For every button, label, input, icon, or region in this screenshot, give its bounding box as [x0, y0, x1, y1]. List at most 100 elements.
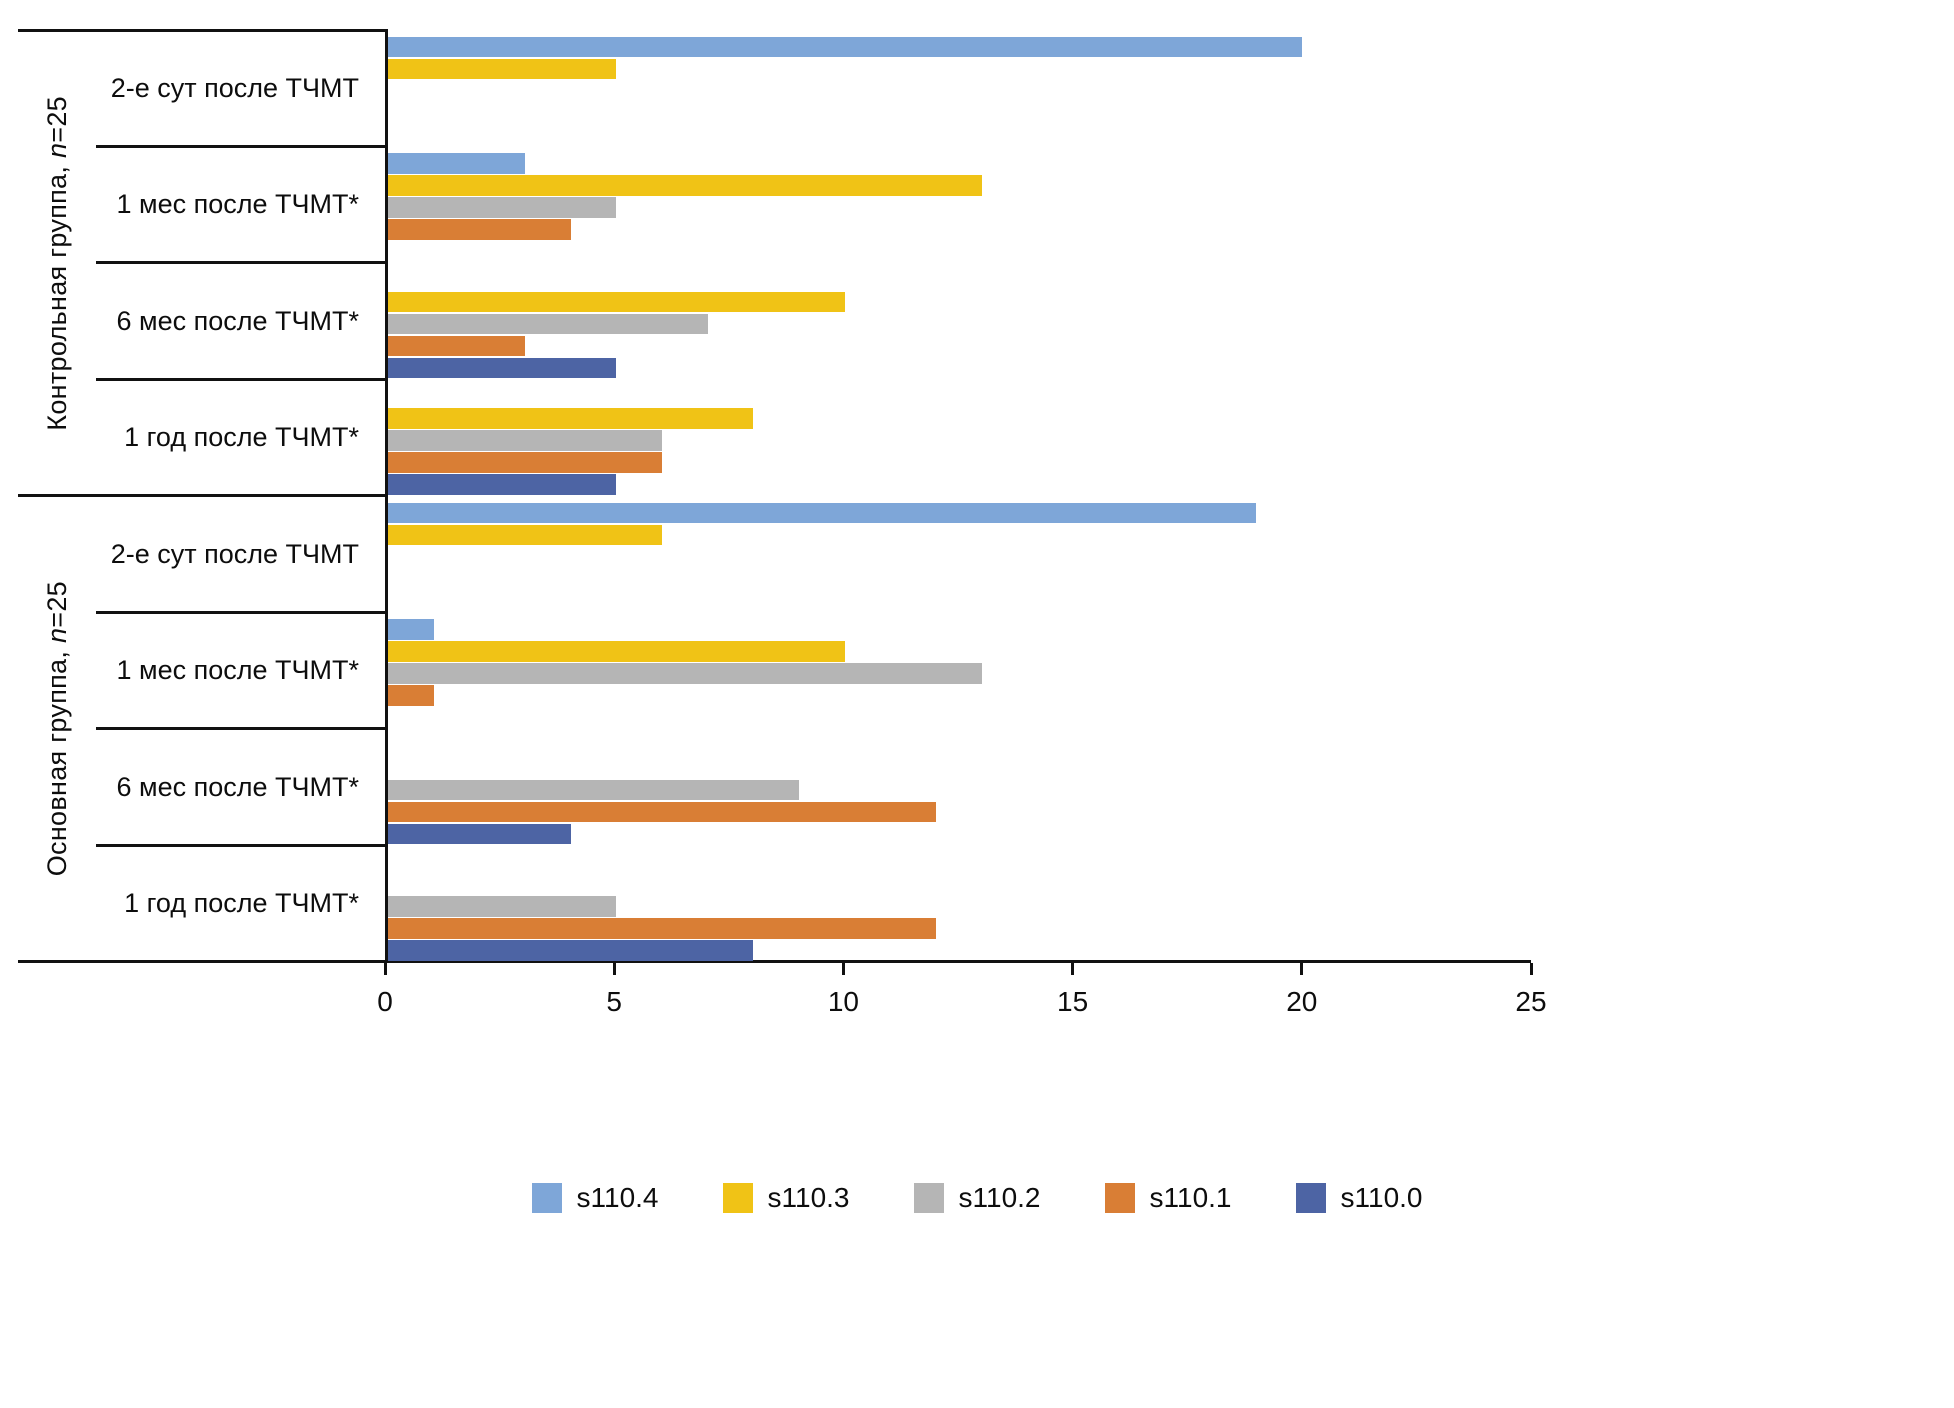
- category-row: [388, 30, 1530, 147]
- category-label: 1 год после ТЧМТ*: [124, 888, 359, 919]
- category-separator-line: [96, 145, 385, 148]
- category-labels-column: 2-е сут после ТЧМТ 1 мес после ТЧМТ* 6 м…: [96, 30, 385, 962]
- bar-slot: [388, 269, 1530, 291]
- bar-slot: [388, 291, 1530, 313]
- bar-slot: [388, 408, 1530, 430]
- group-label-main: Основная группа, n=25: [41, 581, 72, 877]
- bar-s110.4: [388, 619, 434, 640]
- legend-label: s110.3: [767, 1182, 850, 1213]
- bar-s110.4: [388, 153, 526, 174]
- bar-s110.0: [388, 474, 617, 495]
- bar-slot: [388, 241, 1530, 263]
- bar-slot: [388, 663, 1530, 685]
- bar-slot: [388, 474, 1530, 496]
- legend-swatch-s110-4: [531, 1183, 562, 1213]
- category-separator-line: [96, 378, 385, 381]
- bar-s110.3: [388, 408, 754, 429]
- bar-s110.2: [388, 313, 708, 335]
- bar-s110.3: [388, 524, 663, 546]
- bar-s110.4: [388, 36, 1302, 58]
- bar-s110.2: [388, 197, 617, 218]
- category-row: [388, 147, 1530, 264]
- bar-s110.2: [388, 430, 663, 451]
- bar-slot: [388, 58, 1530, 80]
- bar-slot: [388, 197, 1530, 219]
- legend-item: s110.0: [1295, 1182, 1423, 1214]
- category-row: [388, 846, 1530, 963]
- bar-slot: [388, 313, 1530, 335]
- category-separator-line: [96, 727, 385, 730]
- bar-slot: [388, 619, 1530, 641]
- category-row: [388, 729, 1530, 846]
- bar-slot: [388, 102, 1530, 124]
- bar-slot: [388, 386, 1530, 408]
- bar-slot: [388, 823, 1530, 845]
- bar-slot: [388, 430, 1530, 452]
- legend-item: s110.1: [1104, 1182, 1232, 1214]
- bar-s110.3: [388, 641, 845, 662]
- legend-swatch-s110-2: [913, 1183, 944, 1213]
- x-tick-label: 15: [1057, 986, 1089, 1017]
- legend-item: s110.4: [531, 1182, 659, 1214]
- x-tick-label: 20: [1286, 986, 1318, 1017]
- category-label: 1 мес после ТЧМТ*: [116, 189, 360, 220]
- bar-slot: [388, 502, 1530, 524]
- bar-slot: [388, 590, 1530, 612]
- category-separator-line: [96, 844, 385, 847]
- legend-swatch-s110-3: [722, 1183, 753, 1213]
- legend-label: s110.2: [958, 1182, 1041, 1213]
- legend-label: s110.4: [576, 1182, 659, 1213]
- category-row: [388, 496, 1530, 613]
- bar-s110.0: [388, 357, 617, 379]
- category-label: 1 мес после ТЧМТ*: [116, 655, 360, 686]
- bar-s110.1: [388, 219, 571, 240]
- x-axis: 0 5 10 15 20 25: [377, 962, 1547, 1022]
- bar-slot: [388, 124, 1530, 146]
- plot-area: [388, 30, 1530, 962]
- legend-item: s110.2: [913, 1182, 1041, 1214]
- bar-s110.3: [388, 58, 617, 80]
- legend: s110.4 s110.3 s110.2 s110.1 s110.0: [0, 1178, 1954, 1218]
- bar-slot: [388, 80, 1530, 102]
- bar-slot: [388, 335, 1530, 357]
- bar-s110.0: [388, 940, 754, 961]
- bar-slot: [388, 153, 1530, 175]
- bar-s110.3: [388, 175, 982, 196]
- bar-slot: [388, 641, 1530, 663]
- bar-s110.1: [388, 685, 434, 706]
- y-axis-line: [385, 29, 388, 963]
- bar-s110.1: [388, 918, 937, 939]
- category-row: [388, 263, 1530, 380]
- bar-s110.2: [388, 663, 982, 684]
- bar-s110.1: [388, 335, 526, 357]
- x-tick-mark: [1300, 963, 1304, 975]
- bar-slot: [388, 524, 1530, 546]
- x-tick-mark: [841, 963, 845, 975]
- legend-swatch-s110-0: [1295, 1183, 1326, 1213]
- bar-s110.1: [388, 801, 937, 823]
- bar-slot: [388, 175, 1530, 197]
- bar-slot: [388, 896, 1530, 918]
- bar-slot: [388, 357, 1530, 379]
- bar-slot: [388, 568, 1530, 590]
- bar-slot: [388, 779, 1530, 801]
- bar-slot: [388, 918, 1530, 940]
- category-separator-line: [96, 261, 385, 264]
- category-label: 2-е сут после ТЧМТ: [110, 72, 359, 103]
- bar-slot: [388, 735, 1530, 757]
- bar-slot: [388, 219, 1530, 241]
- bar-s110.2: [388, 779, 800, 801]
- bar-s110.1: [388, 452, 663, 473]
- x-axis-baseline: [18, 960, 1531, 963]
- group-label-main-box: Основная группа, n=25: [18, 496, 96, 962]
- x-tick-label: 0: [377, 986, 393, 1017]
- category-label: 1 год после ТЧМТ*: [124, 422, 359, 453]
- x-tick-mark: [383, 963, 387, 975]
- group-label-control: Контрольная группа, n=25: [41, 95, 72, 431]
- bar-slot: [388, 940, 1530, 962]
- bar-s110.4: [388, 502, 1256, 524]
- legend-item: s110.3: [722, 1182, 850, 1214]
- category-row: [388, 380, 1530, 497]
- top-border-line: [18, 29, 385, 32]
